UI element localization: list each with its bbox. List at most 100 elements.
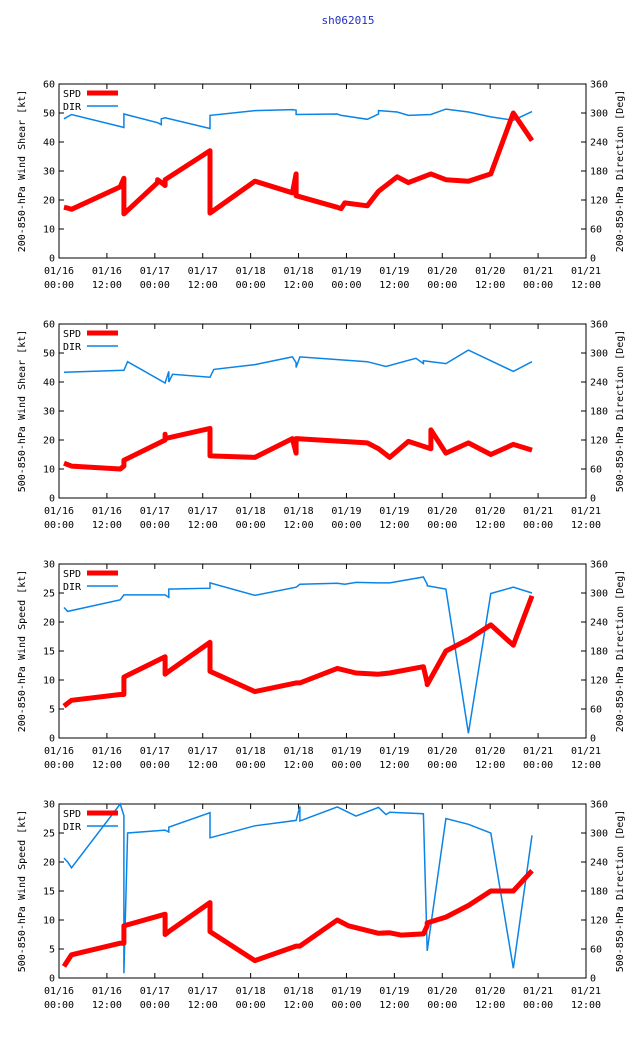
y-tick-label: 0 bbox=[49, 734, 55, 745]
x-tick-time: 00:00 bbox=[140, 280, 170, 291]
x-tick-date: 01/17 bbox=[140, 986, 170, 997]
y2-tick-label: 60 bbox=[590, 225, 602, 236]
x-tick-date: 01/18 bbox=[283, 986, 313, 997]
x-tick-date: 01/19 bbox=[379, 506, 409, 517]
x-tick-time: 12:00 bbox=[475, 760, 505, 771]
legend-label-dir: DIR bbox=[63, 342, 82, 353]
x-tick-time: 12:00 bbox=[475, 280, 505, 291]
x-tick-time: 00:00 bbox=[44, 520, 74, 531]
y2-tick-label: 240 bbox=[590, 138, 608, 149]
y2-tick-label: 360 bbox=[590, 800, 608, 811]
y2-tick-label: 360 bbox=[590, 560, 608, 571]
legend: SPD DIR bbox=[63, 329, 118, 353]
x-tick-time: 00:00 bbox=[427, 1000, 457, 1011]
y-tick-label: 60 bbox=[43, 320, 55, 331]
y2-axis-label: 200-850-hPa Direction [Deg] bbox=[615, 570, 626, 733]
y-tick-label: 25 bbox=[43, 589, 55, 600]
x-tick-date: 01/18 bbox=[283, 746, 313, 757]
x-tick-time: 12:00 bbox=[188, 760, 218, 771]
x-tick-date: 01/21 bbox=[571, 506, 601, 517]
x-tick-time: 12:00 bbox=[379, 1000, 409, 1011]
y-axis-label: 200-850-hPa Wind Shear [kt] bbox=[17, 90, 28, 253]
x-tick-time: 12:00 bbox=[92, 760, 122, 771]
x-tick-time: 12:00 bbox=[92, 520, 122, 531]
x-tick-date: 01/19 bbox=[379, 266, 409, 277]
x-tick-time: 12:00 bbox=[92, 280, 122, 291]
x-tick-date: 01/18 bbox=[283, 266, 313, 277]
x-tick-date: 01/21 bbox=[523, 746, 553, 757]
spd-series-line bbox=[61, 869, 534, 968]
x-tick-time: 00:00 bbox=[427, 760, 457, 771]
x-tick-time: 00:00 bbox=[427, 520, 457, 531]
legend: SPD DIR bbox=[63, 89, 118, 113]
x-tick-date: 01/16 bbox=[44, 266, 74, 277]
y-tick-label: 60 bbox=[43, 80, 55, 91]
y-tick-label: 5 bbox=[49, 945, 55, 956]
y-tick-label: 50 bbox=[43, 349, 55, 360]
y2-tick-label: 300 bbox=[590, 349, 608, 360]
y-tick-label: 10 bbox=[43, 916, 55, 927]
y-axis-label: 200-850-hPa Wind Speed [kt] bbox=[17, 570, 28, 733]
y-tick-label: 15 bbox=[43, 647, 55, 658]
x-tick-date: 01/21 bbox=[523, 986, 553, 997]
x-tick-date: 01/19 bbox=[331, 506, 361, 517]
x-tick-time: 00:00 bbox=[331, 280, 361, 291]
y2-tick-label: 180 bbox=[590, 887, 608, 898]
legend: SPD DIR bbox=[63, 569, 118, 593]
y2-tick-label: 240 bbox=[590, 858, 608, 869]
x-tick-date: 01/17 bbox=[188, 506, 218, 517]
x-tick-time: 12:00 bbox=[92, 1000, 122, 1011]
y2-axis-label: 500-850-hPa Direction [Deg] bbox=[615, 330, 626, 493]
x-tick-time: 12:00 bbox=[571, 760, 601, 771]
y-tick-label: 40 bbox=[43, 378, 55, 389]
y2-tick-label: 300 bbox=[590, 829, 608, 840]
y-tick-label: 5 bbox=[49, 705, 55, 716]
y2-axis-label: 500-850-hPa Direction [Deg] bbox=[615, 810, 626, 973]
x-tick-date: 01/20 bbox=[427, 986, 457, 997]
x-tick-date: 01/21 bbox=[571, 266, 601, 277]
x-tick-date: 01/17 bbox=[188, 746, 218, 757]
y-tick-label: 30 bbox=[43, 167, 55, 178]
y2-tick-label: 0 bbox=[590, 974, 596, 985]
y2-tick-label: 360 bbox=[590, 320, 608, 331]
x-tick-time: 00:00 bbox=[427, 280, 457, 291]
x-tick-time: 00:00 bbox=[140, 760, 170, 771]
y2-tick-label: 120 bbox=[590, 916, 608, 927]
legend-label-dir: DIR bbox=[63, 582, 82, 593]
legend-label-spd: SPD bbox=[63, 569, 81, 580]
legend-label-spd: SPD bbox=[63, 809, 81, 820]
legend-label-dir: DIR bbox=[63, 102, 82, 113]
panel-3: 05101520253006012018024030036001/1600:00… bbox=[17, 560, 626, 772]
y2-tick-label: 240 bbox=[590, 618, 608, 629]
x-tick-time: 00:00 bbox=[140, 1000, 170, 1011]
x-tick-time: 12:00 bbox=[188, 280, 218, 291]
x-tick-date: 01/17 bbox=[140, 266, 170, 277]
x-tick-date: 01/21 bbox=[523, 266, 553, 277]
y2-tick-label: 0 bbox=[590, 494, 596, 505]
x-tick-date: 01/20 bbox=[475, 986, 505, 997]
x-tick-time: 00:00 bbox=[236, 1000, 266, 1011]
y-tick-label: 20 bbox=[43, 196, 55, 207]
y-axis-label: 500-850-hPa Wind Speed [kt] bbox=[17, 810, 28, 973]
x-tick-time: 12:00 bbox=[283, 280, 313, 291]
x-tick-date: 01/16 bbox=[92, 506, 122, 517]
x-tick-date: 01/19 bbox=[379, 746, 409, 757]
y-tick-label: 0 bbox=[49, 254, 55, 265]
x-tick-date: 01/16 bbox=[44, 506, 74, 517]
y-tick-label: 30 bbox=[43, 560, 55, 571]
x-tick-date: 01/19 bbox=[379, 986, 409, 997]
x-tick-time: 12:00 bbox=[571, 520, 601, 531]
x-tick-time: 00:00 bbox=[44, 280, 74, 291]
x-tick-time: 00:00 bbox=[523, 760, 553, 771]
y-tick-label: 10 bbox=[43, 465, 55, 476]
x-tick-date: 01/18 bbox=[236, 266, 266, 277]
x-tick-time: 00:00 bbox=[331, 760, 361, 771]
x-tick-time: 00:00 bbox=[44, 1000, 74, 1011]
y2-tick-label: 120 bbox=[590, 196, 608, 207]
x-tick-date: 01/21 bbox=[571, 986, 601, 997]
x-tick-time: 00:00 bbox=[523, 1000, 553, 1011]
x-tick-time: 00:00 bbox=[523, 520, 553, 531]
y-tick-label: 20 bbox=[43, 436, 55, 447]
y-tick-label: 40 bbox=[43, 138, 55, 149]
x-tick-time: 00:00 bbox=[331, 520, 361, 531]
